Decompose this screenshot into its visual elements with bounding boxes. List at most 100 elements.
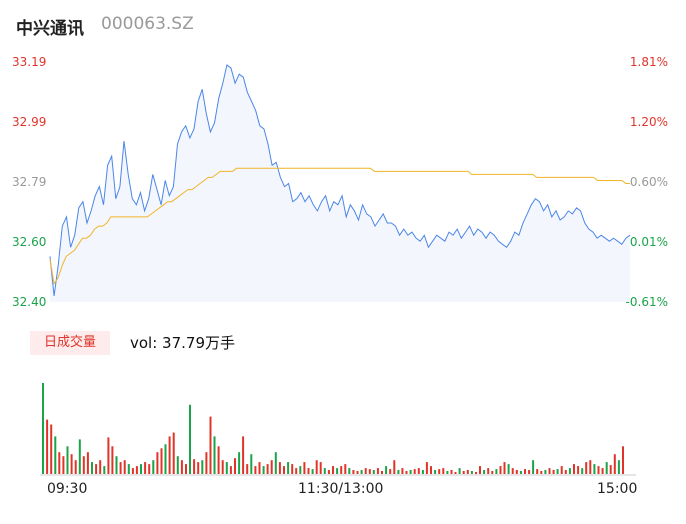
volume-bar bbox=[446, 471, 449, 474]
volume-bar bbox=[131, 468, 134, 474]
volume-bar bbox=[450, 470, 453, 474]
volume-bar bbox=[495, 469, 498, 474]
volume-bar bbox=[503, 462, 506, 474]
volume-bar bbox=[385, 466, 388, 474]
volume-bar bbox=[376, 468, 379, 474]
y-left-tick-4: 32.40 bbox=[12, 295, 47, 309]
stock-name: 中兴通讯 bbox=[16, 19, 84, 39]
volume-bar bbox=[622, 446, 624, 474]
volume-bar bbox=[597, 466, 600, 474]
volume-bar bbox=[568, 468, 571, 474]
volume-bar bbox=[168, 436, 171, 474]
volume-bar bbox=[229, 466, 232, 474]
volume-bar bbox=[556, 469, 559, 474]
volume-bar bbox=[332, 466, 334, 474]
volume-bar bbox=[217, 446, 220, 474]
volume-bar bbox=[573, 464, 575, 474]
volume-badge[interactable]: 日成交量 bbox=[30, 331, 110, 355]
volume-bar bbox=[74, 460, 77, 474]
volume-bar bbox=[475, 472, 477, 474]
volume-bar bbox=[311, 469, 314, 474]
x-tick-midday: 11:30/13:00 bbox=[298, 481, 384, 497]
volume-bar bbox=[479, 466, 481, 474]
x-tick-open: 09:30 bbox=[47, 481, 88, 497]
volume-bar bbox=[303, 462, 306, 474]
volume-bar bbox=[176, 456, 179, 474]
volume-bar bbox=[560, 466, 563, 474]
volume-bar bbox=[564, 470, 567, 474]
volume-bar bbox=[368, 469, 371, 474]
volume-bar bbox=[152, 460, 155, 474]
volume-bar bbox=[197, 462, 200, 474]
volume-bar bbox=[613, 454, 616, 474]
y-right-tick-0: 1.81% bbox=[629, 55, 668, 69]
volume-bar bbox=[201, 460, 204, 474]
volume-bar bbox=[42, 383, 44, 474]
volume-bar bbox=[58, 452, 61, 474]
volume-bar bbox=[295, 468, 298, 474]
y-right-tick-4: -0.61% bbox=[625, 295, 668, 309]
volume-bar bbox=[519, 471, 522, 474]
volume-bar bbox=[507, 464, 510, 474]
volume-bar bbox=[417, 468, 420, 474]
volume-bar bbox=[238, 452, 241, 474]
volume-bar bbox=[601, 468, 604, 474]
volume-bar bbox=[62, 456, 65, 474]
volume-bar bbox=[458, 468, 461, 474]
average-price-line bbox=[49, 167, 630, 286]
volume-bar bbox=[609, 465, 612, 474]
volume-bar bbox=[119, 462, 122, 474]
volume-bar bbox=[356, 471, 359, 474]
volume-bar bbox=[46, 419, 49, 474]
volume-bar bbox=[454, 472, 457, 474]
volume-bar bbox=[499, 466, 502, 474]
volume-bar bbox=[70, 454, 73, 474]
y-left-tick-1: 32.99 bbox=[12, 115, 47, 129]
y-left-tick-2: 32.79 bbox=[12, 175, 47, 189]
volume-bar bbox=[66, 446, 69, 474]
volume-bar bbox=[115, 456, 118, 474]
volume-bar bbox=[617, 460, 620, 474]
volume-bar bbox=[221, 460, 224, 474]
volume-bar bbox=[491, 471, 494, 474]
y-right-tick-2: 0.60% bbox=[629, 175, 668, 189]
y-left-tick-3: 32.60 bbox=[12, 235, 47, 249]
volume-bar bbox=[156, 452, 159, 474]
stock-code: 000063.SZ bbox=[101, 14, 194, 34]
volume-bar bbox=[95, 464, 98, 474]
volume-bar bbox=[185, 464, 187, 474]
volume-bar bbox=[532, 460, 535, 474]
y-right-tick-3: -0.01% bbox=[625, 235, 668, 249]
volume-bar bbox=[209, 416, 212, 474]
volume-bar bbox=[278, 462, 281, 474]
volume-bar bbox=[107, 437, 110, 474]
volume-bar bbox=[160, 448, 163, 474]
volume-bar bbox=[483, 470, 486, 474]
volume-bar bbox=[307, 468, 310, 474]
volume-bar bbox=[364, 468, 367, 474]
volume-bar bbox=[327, 470, 330, 474]
volume-bar bbox=[287, 462, 290, 474]
volume-bar bbox=[323, 468, 326, 474]
volume-bar bbox=[82, 456, 85, 474]
volume-bar bbox=[291, 464, 294, 474]
volume-bar bbox=[127, 464, 130, 474]
volume-bar bbox=[605, 462, 608, 474]
volume-bar bbox=[270, 460, 273, 474]
volume-bar bbox=[340, 466, 343, 474]
volume-bar bbox=[348, 468, 351, 474]
volume-bar bbox=[172, 432, 175, 474]
volume-bar bbox=[246, 464, 249, 474]
volume-bar bbox=[515, 470, 518, 474]
volume-bar bbox=[266, 464, 269, 474]
volume-bar bbox=[409, 470, 412, 474]
volume-bar bbox=[487, 468, 490, 474]
volume-bar bbox=[442, 468, 445, 474]
volume-bar bbox=[144, 462, 147, 474]
volume-bar bbox=[511, 468, 514, 474]
volume-bar bbox=[540, 471, 543, 474]
y-left-tick-0: 33.19 bbox=[12, 55, 47, 69]
volume-bar bbox=[189, 404, 191, 474]
volume-bar bbox=[344, 464, 347, 474]
